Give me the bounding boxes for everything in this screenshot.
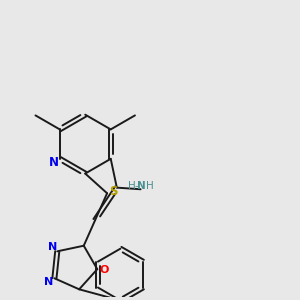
Text: S: S — [109, 185, 118, 198]
Text: O: O — [99, 265, 108, 275]
Text: N: N — [44, 277, 53, 286]
Text: N: N — [137, 181, 146, 191]
Text: -: - — [135, 181, 139, 191]
Text: H: H — [146, 181, 153, 191]
Text: H: H — [128, 181, 136, 191]
Text: N: N — [49, 156, 59, 169]
Text: N: N — [48, 242, 57, 252]
